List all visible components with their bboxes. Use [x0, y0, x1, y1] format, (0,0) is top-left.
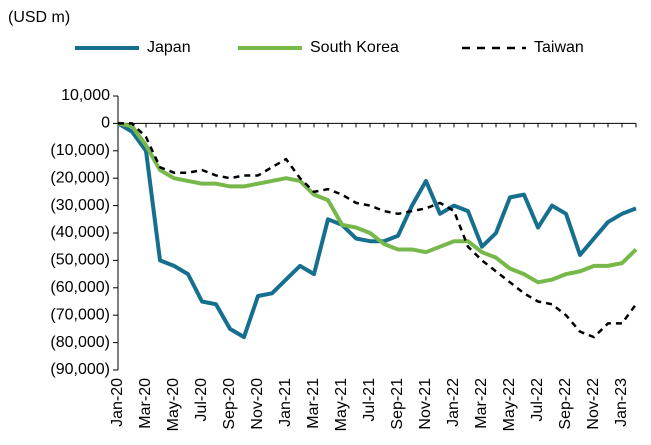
y-tick-label: 10,000: [61, 87, 110, 104]
x-tick-label: May-20: [165, 378, 182, 431]
x-tick-label: Jan-21: [277, 378, 294, 427]
legend-label: South Korea: [310, 39, 399, 56]
x-tick-label: Nov-22: [585, 378, 602, 430]
y-tick-label: (60,000): [50, 279, 110, 296]
y-tick-label: (70,000): [50, 306, 110, 323]
y-tick-label: (40,000): [50, 224, 110, 241]
x-tick-label: Jul-21: [361, 378, 378, 422]
y-tick-label: (30,000): [50, 197, 110, 214]
x-tick-label: Nov-20: [249, 378, 266, 430]
x-tick-label: Jan-22: [445, 378, 462, 427]
x-tick-label: Sep-20: [221, 378, 238, 430]
legend-label: Taiwan: [534, 39, 584, 56]
x-tick-label: Mar-22: [473, 378, 490, 429]
x-tick-label: Jul-20: [193, 378, 210, 422]
x-tick-label: Sep-22: [557, 378, 574, 430]
series-line: [117, 121, 638, 285]
x-tick-label: Nov-21: [417, 378, 434, 430]
x-tick-label: Sep-21: [389, 378, 406, 430]
y-tick-label: 0: [101, 115, 110, 132]
y-tick-label: (10,000): [50, 142, 110, 159]
x-tick-label: May-22: [501, 378, 518, 431]
unit-label: (USD m): [8, 9, 70, 26]
x-tick-label: Jul-22: [529, 378, 546, 422]
x-tick-label: Jan-20: [109, 378, 126, 427]
x-tick-label: Jan-23: [613, 378, 630, 427]
x-tick-label: Mar-20: [137, 378, 154, 429]
x-tick-label: May-21: [333, 378, 350, 431]
series-line: [116, 121, 637, 340]
y-tick-label: (20,000): [50, 169, 110, 186]
y-tick-label: (50,000): [50, 252, 110, 269]
y-tick-label: (90,000): [50, 361, 110, 378]
legend-label: Japan: [147, 39, 191, 56]
series-line: [118, 122, 638, 339]
y-tick-label: (80,000): [50, 334, 110, 351]
x-tick-label: Mar-21: [305, 378, 322, 429]
